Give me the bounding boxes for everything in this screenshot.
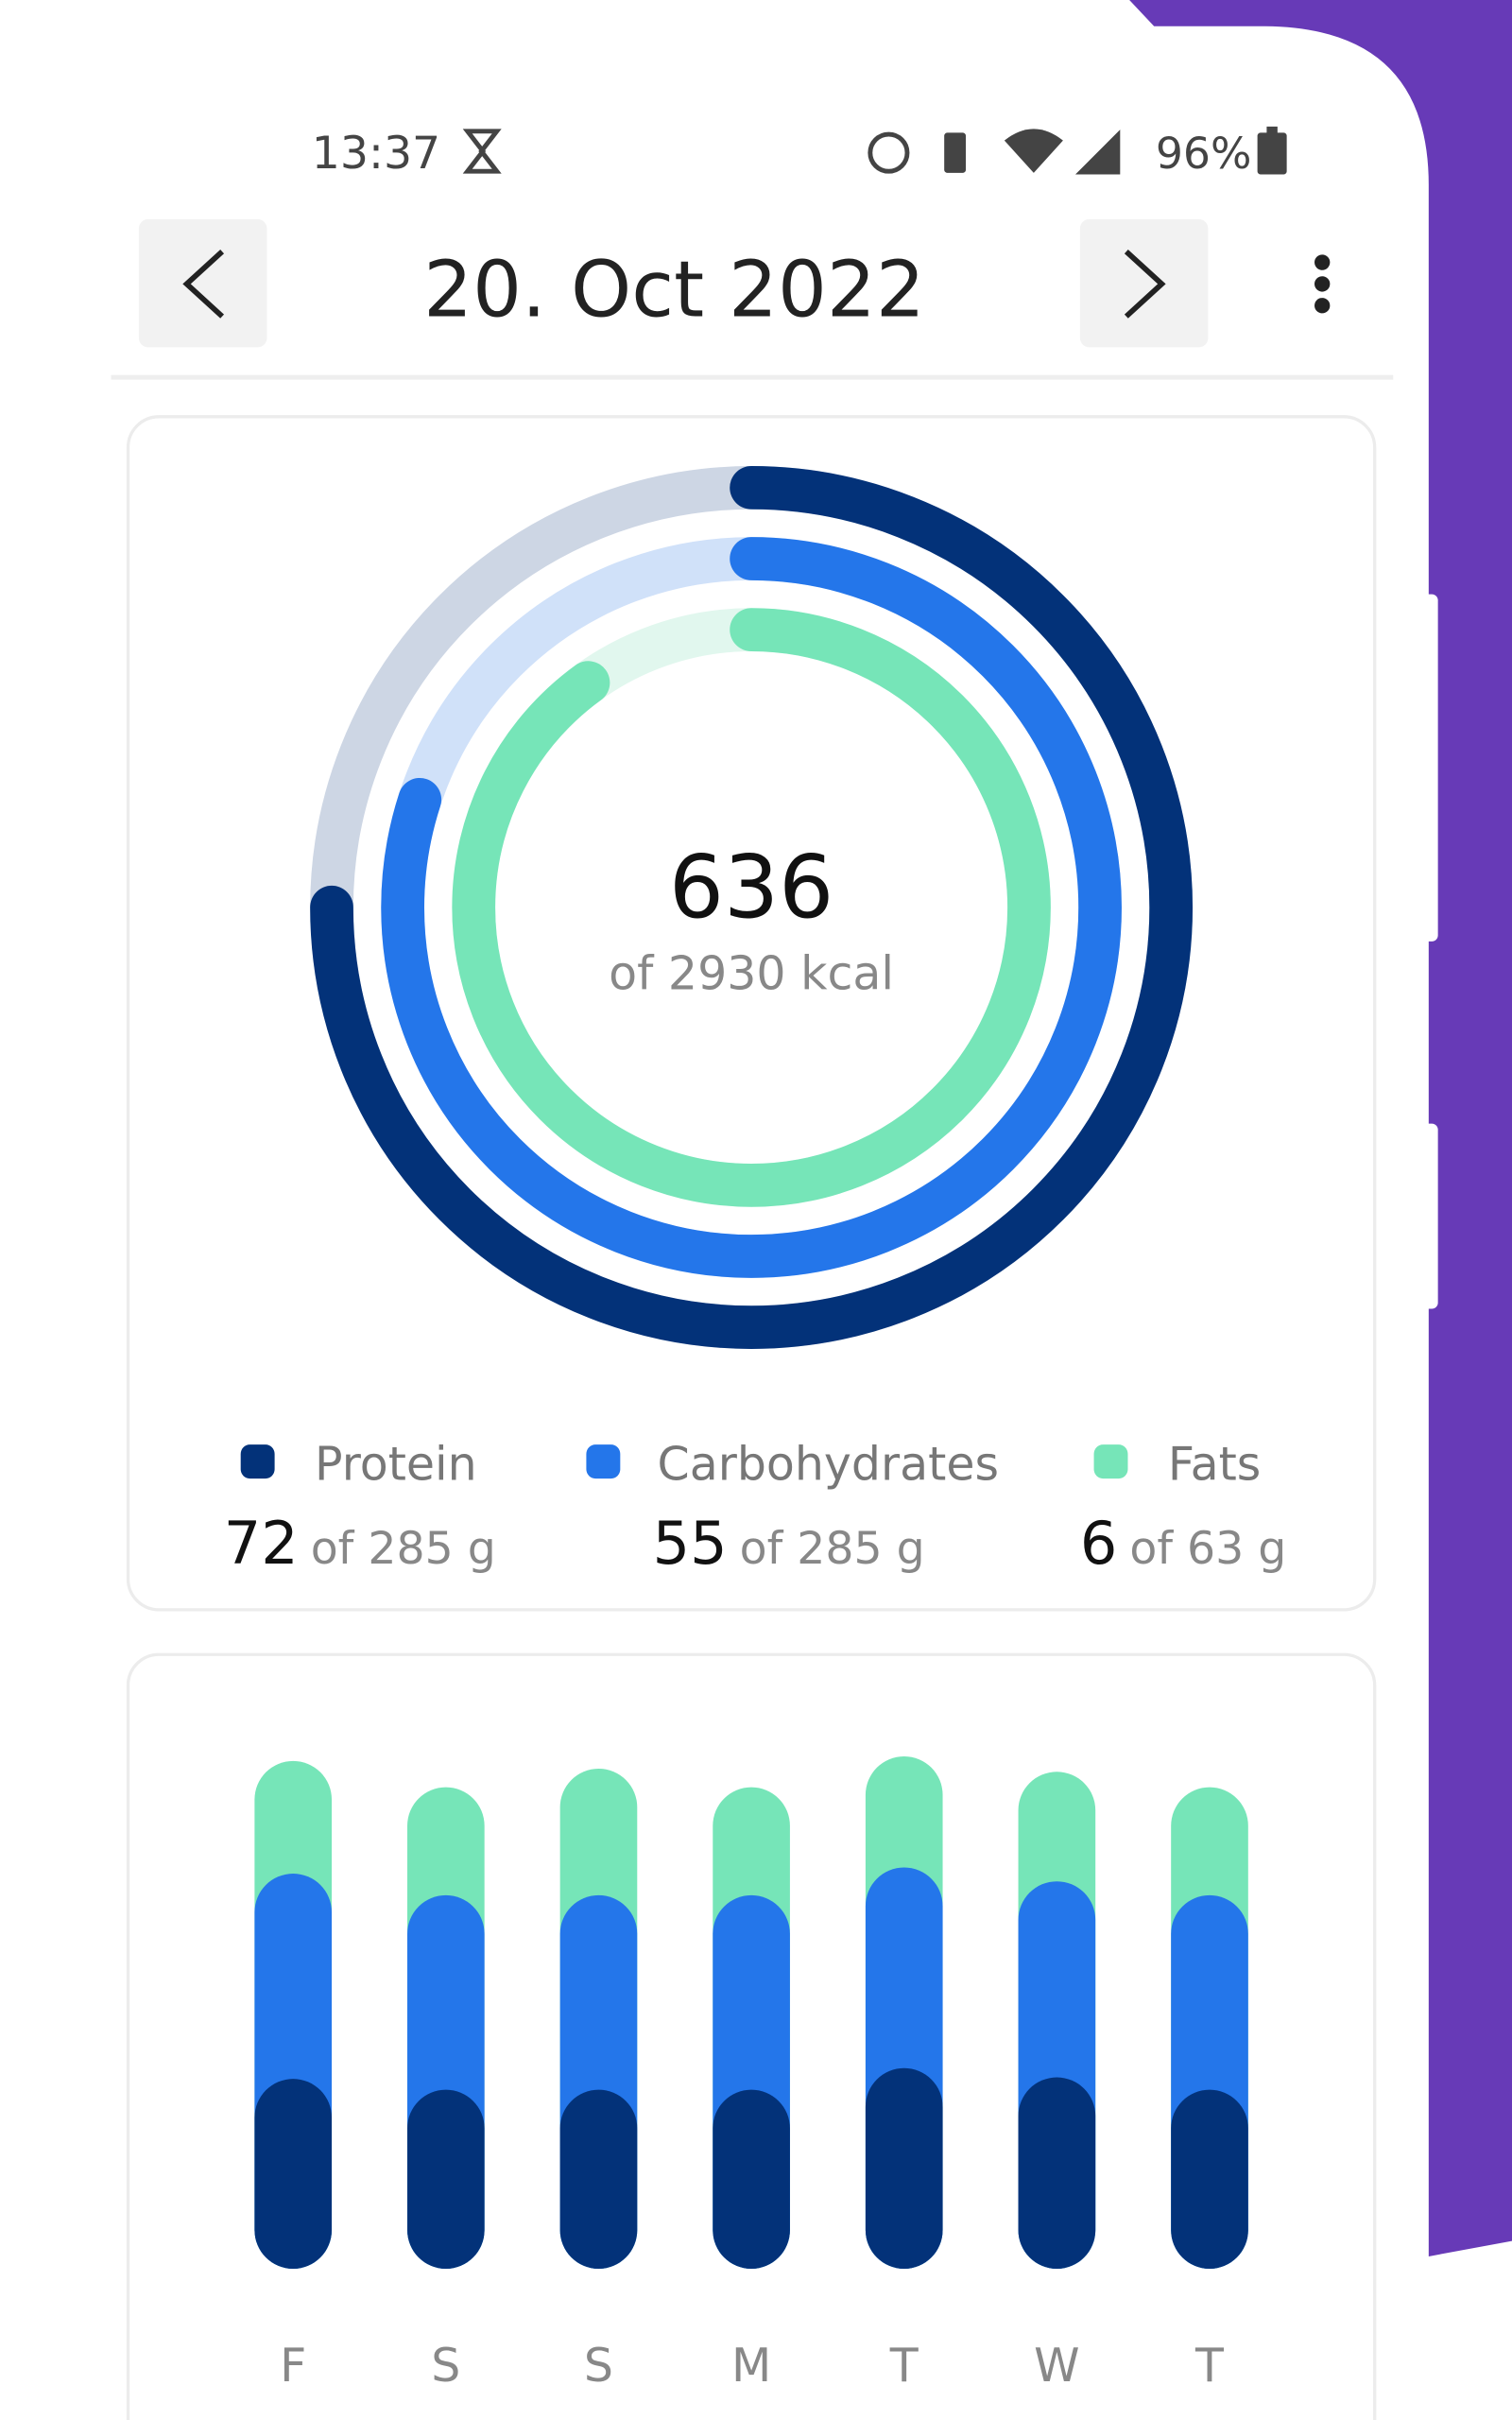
bar-segment — [1171, 2089, 1248, 2269]
battery-tip — [1266, 126, 1278, 135]
day-label: W — [1034, 2339, 1079, 2393]
status-time: 13:37 — [312, 128, 440, 180]
ring-progress — [381, 537, 1122, 1278]
signal-icon — [1074, 130, 1121, 175]
summary-card — [126, 415, 1377, 1612]
legend-name: Protein — [315, 1438, 477, 1492]
bar-segment — [254, 2079, 333, 2269]
menu-dot — [1314, 276, 1331, 292]
macro-rings — [310, 466, 1194, 1349]
bar-segment — [559, 2089, 638, 2269]
macro-value: 55 — [653, 1509, 728, 1578]
legend-swatch — [1093, 1444, 1128, 1479]
legend-name: Carbohydrates — [658, 1438, 999, 1492]
macro-goal: of 285 g — [311, 1523, 496, 1575]
day-label: T — [889, 2339, 919, 2393]
bar-segment — [865, 2067, 943, 2269]
vibrate-icon — [944, 132, 967, 173]
day-label: M — [731, 2339, 771, 2393]
legend-swatch — [240, 1444, 275, 1479]
battery-text: 96% — [1156, 129, 1252, 179]
macro-value: 6 — [1080, 1509, 1117, 1578]
bar-segment — [1018, 2077, 1096, 2269]
day-label: T — [1194, 2339, 1225, 2393]
chevron-left — [182, 250, 225, 319]
header-divider — [111, 374, 1394, 380]
day-label: S — [584, 2339, 613, 2393]
hourglass-icon — [462, 129, 502, 174]
macro-goal: of 285 g — [740, 1523, 925, 1575]
macro-value: 72 — [224, 1509, 299, 1578]
legend-swatch — [586, 1444, 621, 1479]
calorie-goal: of 2930 kcal — [609, 947, 894, 1001]
ring-progress — [452, 608, 1051, 1207]
day-label: F — [280, 2339, 306, 2393]
chevron-right — [1124, 250, 1166, 319]
side-button — [1422, 1123, 1438, 1309]
day-label: S — [431, 2339, 460, 2393]
status-bar: 13:37 96% — [312, 126, 1287, 180]
calories-value: 636 — [669, 837, 833, 938]
bar-segment — [713, 2089, 790, 2269]
ring-progress — [310, 466, 1194, 1349]
alarm-icon — [868, 131, 910, 174]
battery-icon — [1257, 132, 1287, 175]
side-button — [1422, 594, 1438, 942]
next-day-button[interactable] — [1079, 218, 1209, 348]
legend-name: Fats — [1168, 1438, 1261, 1492]
wifi-icon — [1004, 129, 1063, 173]
prev-day-button[interactable] — [138, 218, 267, 348]
bar-segment — [407, 2089, 485, 2269]
overflow-menu[interactable] — [1314, 254, 1331, 314]
date-title: 20. Oct 2022 — [423, 246, 925, 336]
menu-dot — [1314, 254, 1331, 270]
macro-goal: of 63 g — [1129, 1523, 1286, 1575]
menu-dot — [1314, 298, 1331, 314]
